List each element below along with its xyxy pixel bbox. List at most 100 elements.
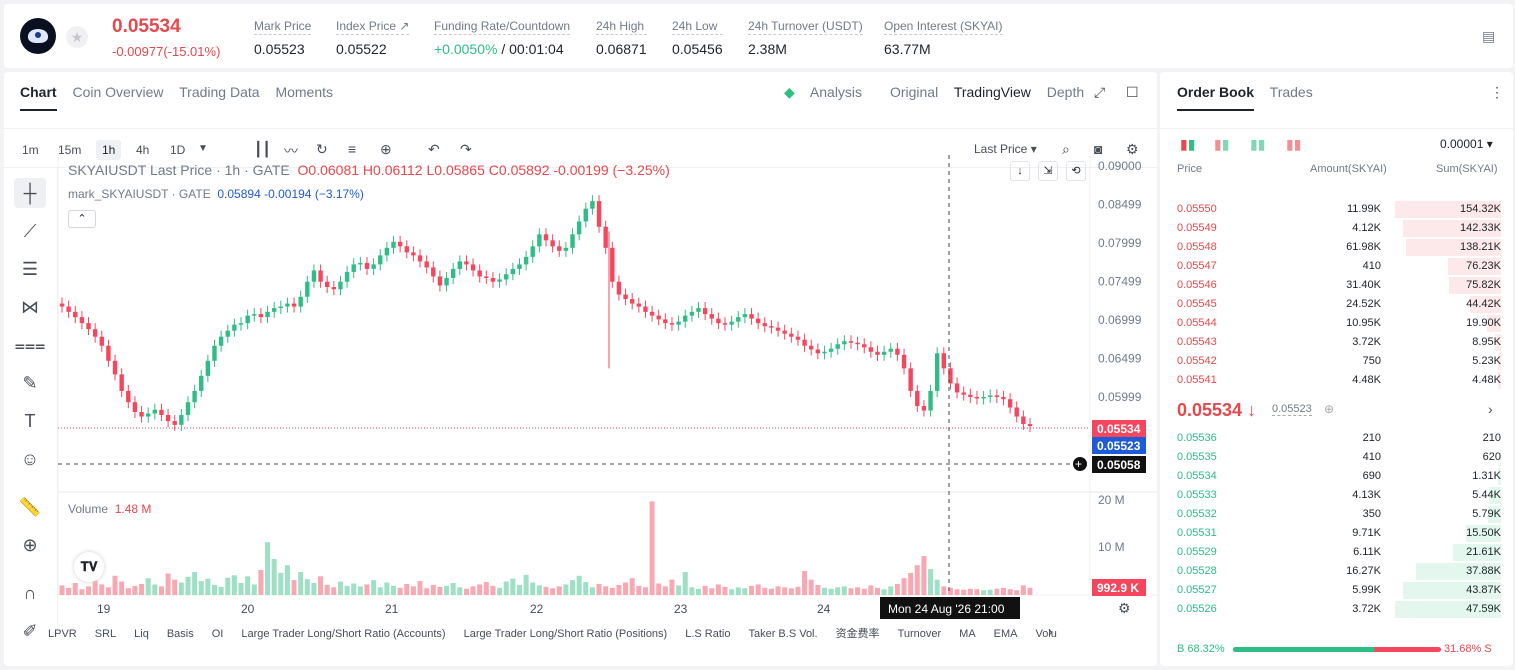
pencil-lock-icon[interactable]: ✐ (22, 620, 38, 641)
indicator-0[interactable]: LPVR (48, 628, 77, 640)
indicator-4[interactable]: OI (211, 628, 224, 640)
indicators-icon[interactable]: 〰 (284, 143, 298, 159)
plus-icon[interactable]: ⊕ (1324, 402, 1335, 416)
price-source-select[interactable]: Last Price ▾ (974, 142, 1037, 156)
indicator-5[interactable]: Large Trader Long/Short Ratio (Accounts) (241, 628, 446, 640)
tab-original[interactable]: Original (889, 84, 939, 100)
analysis-button[interactable]: ◆ Analysis (784, 84, 863, 100)
candles-icon[interactable]: ┃┃ (254, 141, 271, 157)
orderbook-row[interactable]: 0.05527 5.99K 43.87K (1177, 581, 1501, 600)
list-icon[interactable]: ≡ (348, 141, 357, 157)
horizontal-lines-icon[interactable]: ☰ (21, 258, 39, 279)
indicator-9[interactable]: 资金费率 (835, 628, 880, 640)
search-icon[interactable]: ⌕ (1062, 141, 1070, 157)
undo-icon[interactable]: ↶ (428, 141, 440, 157)
orderbook-row[interactable]: 0.05547 410 76.23K (1177, 257, 1501, 276)
tab-trades[interactable]: Trades (1269, 84, 1313, 100)
chevron-down-icon[interactable]: ▼ (198, 143, 208, 154)
timeframe-4h[interactable]: 4h (136, 143, 150, 157)
redo-icon[interactable]: ↷ (460, 141, 472, 157)
expand-icon[interactable]: ⤢ (1094, 84, 1106, 100)
timeframe-1h[interactable]: 1h (96, 140, 122, 160)
indicator-12[interactable]: EMA (993, 628, 1018, 640)
add-icon[interactable]: ⊕ (380, 141, 392, 157)
tab-tradingview[interactable]: TradingView (953, 84, 1031, 100)
stat-index-price[interactable]: Index Price ↗ 0.05522 (336, 19, 410, 57)
compress-icon[interactable]: ⇲ (1038, 161, 1058, 181)
candlestick-chart[interactable]: 0.09000 0.08499 0.07999 0.07499 0.06999 0.064… (0, 0, 1160, 670)
book-layout-split-icon[interactable]: ▮▮ (1214, 136, 1230, 152)
orderbook-row[interactable]: 0.05533 4.13K 5.44K (1177, 486, 1501, 505)
indicator-1[interactable]: SRL (94, 628, 117, 640)
orderbook-row[interactable]: 0.05543 3.72K 8.95K (1177, 333, 1501, 352)
orderbook-row[interactable]: 0.05544 10.95K 19.90K (1177, 314, 1501, 333)
tab-trading-data[interactable]: Trading Data (179, 84, 260, 100)
orderbook-row[interactable]: 0.05529 6.11K 21.61K (1177, 543, 1501, 562)
orderbook-row[interactable]: 0.05549 4.12K 142.33K (1177, 219, 1501, 238)
orderbook-row[interactable]: 0.05531 9.71K 15.50K (1177, 524, 1501, 543)
tab-moments[interactable]: Moments (275, 84, 334, 100)
depth-bar (1416, 563, 1501, 580)
timeframe-1d[interactable]: 1D (170, 143, 186, 157)
indicator-6[interactable]: Large Trader Long/Short Ratio (Positions… (463, 628, 668, 640)
more-icon[interactable]: ⋮ (1490, 84, 1504, 100)
camera-icon[interactable]: ◙ (1094, 141, 1103, 157)
indicator-8[interactable]: Taker B.S Vol. (748, 628, 818, 640)
settings-gear-icon[interactable]: ⚙ (1126, 141, 1139, 157)
fib-icon[interactable]: ⩶ (14, 334, 46, 355)
chevron-right-icon[interactable]: › (1048, 623, 1053, 639)
refresh-icon[interactable]: ↻ (316, 141, 328, 157)
zoom-in-icon[interactable]: ⊕ (22, 534, 38, 555)
timeframe-1m[interactable]: 1m (22, 143, 39, 157)
book-icon[interactable]: ▤ (1482, 28, 1496, 44)
indicator-10[interactable]: Turnover (897, 628, 942, 640)
trendline-icon[interactable]: ⟋ (23, 220, 37, 241)
crosshair-price-tag: 0.05058 (1097, 458, 1141, 472)
orderbook-row[interactable]: 0.05546 31.40K 75.82K (1177, 276, 1501, 295)
indicator-2[interactable]: Liq (134, 628, 149, 640)
book-layout-both-icon[interactable]: ▮▮ (1180, 136, 1196, 152)
timeframe-15m[interactable]: 15m (58, 143, 82, 157)
volume-bar (576, 575, 582, 595)
book-layout-asks-icon[interactable]: ▮▮ (1286, 136, 1302, 152)
candle-body (636, 303, 642, 307)
arrow-down-icon[interactable]: ↓ (1010, 161, 1030, 181)
orderbook-row[interactable]: 0.05535 410 620 (1177, 448, 1501, 467)
magnet-icon[interactable]: ∩ (23, 582, 37, 603)
loop-icon[interactable]: ⟲ (1066, 161, 1086, 181)
last-price-tag: 0.05534 (1097, 422, 1141, 436)
orderbook-row[interactable]: 0.05548 61.98K 138.21K (1177, 238, 1501, 257)
indicator-3[interactable]: Basis (166, 628, 194, 640)
orderbook-row[interactable]: 0.05534 690 1.31K (1177, 467, 1501, 486)
settings-gear-icon[interactable]: ⚙ (1118, 600, 1131, 616)
indicator-11[interactable]: MA (959, 628, 976, 640)
volume-bar (941, 586, 947, 595)
orderbook-row[interactable]: 0.05545 24.52K 44.42K (1177, 295, 1501, 314)
orderbook-row[interactable]: 0.05528 16.27K 37.88K (1177, 562, 1501, 581)
emoji-icon[interactable]: ☺ (20, 448, 40, 469)
brush-icon[interactable]: ✎ (22, 372, 38, 393)
orderbook-row[interactable]: 0.05536 210 210 (1177, 429, 1501, 448)
crosshair-icon[interactable]: ┼ (14, 178, 46, 208)
tab-chart[interactable]: Chart (20, 84, 57, 111)
tab-coin-overview[interactable]: Coin Overview (72, 84, 164, 100)
orderbook-row[interactable]: 0.05550 11.99K 154.32K (1177, 200, 1501, 219)
precision-select[interactable]: 0.00001 ▾ (1440, 137, 1493, 151)
orderbook-row[interactable]: 0.05541 4.48K 4.48K (1177, 371, 1501, 390)
collapse-legend-button[interactable]: ⌃ (68, 210, 96, 228)
tab-order-book[interactable]: Order Book (1177, 84, 1255, 111)
book-layout-bids-icon[interactable]: ▮▮ (1250, 136, 1266, 152)
indicator-7[interactable]: L.S Ratio (685, 628, 731, 640)
orderbook-row[interactable]: 0.05532 350 5.79K (1177, 505, 1501, 524)
orderbook-row[interactable]: 0.05542 750 5.23K (1177, 352, 1501, 371)
row-price: 0.05546 (1177, 279, 1217, 291)
favorite-star-icon[interactable]: ★ (66, 26, 88, 48)
orderbook-row[interactable]: 0.05526 3.72K 47.59K (1177, 600, 1501, 619)
ruler-icon[interactable]: 📏 (18, 496, 42, 517)
indicator-13[interactable]: Volu (1035, 628, 1057, 640)
text-icon[interactable]: T (24, 410, 36, 431)
window-icon[interactable]: ☐ (1126, 84, 1139, 100)
tab-depth[interactable]: Depth (1046, 84, 1085, 100)
pattern-icon[interactable]: ⋈ (21, 296, 39, 317)
chevron-right-icon[interactable]: › (1488, 401, 1493, 417)
